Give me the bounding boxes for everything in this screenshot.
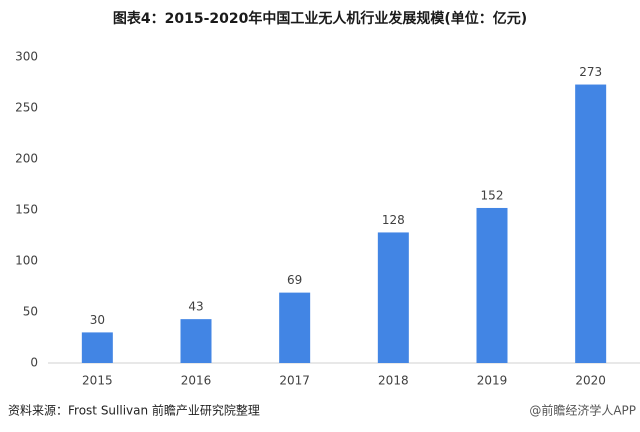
x-tick-label: 2018 [378,374,409,388]
data-label: 128 [382,213,405,227]
x-tick-label: 2015 [82,374,113,388]
data-label: 43 [188,300,203,314]
y-tick-label: 100 [15,254,38,268]
chart-title: 图表4：2015-2020年中国工业无人机行业发展规模(单位：亿元) [113,10,527,27]
y-tick-label: 250 [15,101,38,115]
x-tick-label: 2019 [477,374,508,388]
y-tick-label: 300 [15,50,38,64]
y-tick-label: 50 [23,305,38,319]
bar [180,319,212,363]
data-label: 30 [90,313,105,327]
y-tick-label: 0 [30,356,38,370]
y-tick-label: 150 [15,203,38,217]
data-label: 273 [579,65,602,79]
data-label: 69 [287,273,302,287]
x-tick-label: 2017 [279,374,310,388]
bar [476,207,508,363]
watermark: @前瞻经济学人APP [529,403,636,418]
data-label: 152 [481,188,504,202]
bar [279,292,311,363]
x-tick-label: 2020 [575,374,606,388]
bar [575,84,607,363]
bar [377,232,409,363]
x-tick-label: 2016 [181,374,212,388]
bar [81,332,113,363]
source-note: 资料来源：Frost Sullivan 前瞻产业研究院整理 [8,403,260,418]
y-tick-label: 200 [15,152,38,166]
